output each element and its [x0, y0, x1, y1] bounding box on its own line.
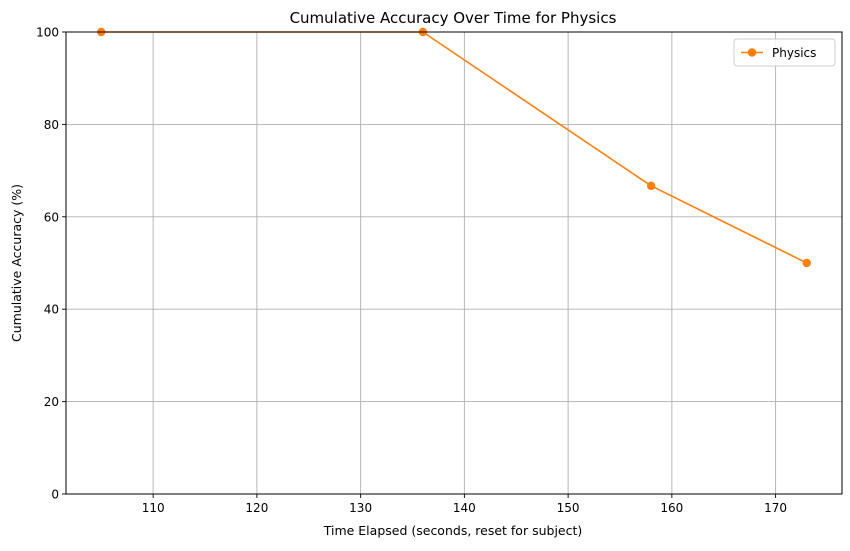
x-axis-label: Time Elapsed (seconds, reset for subject… — [323, 523, 583, 538]
x-tick-label: 120 — [245, 501, 268, 515]
y-tick-label: 60 — [44, 210, 59, 224]
y-tick-label: 0 — [51, 488, 59, 502]
legend-box — [733, 38, 836, 67]
x-tick-label: 130 — [349, 501, 372, 515]
legend: Physics — [733, 38, 836, 67]
series-line-physics — [101, 31, 808, 264]
x-tick-label: 110 — [142, 501, 165, 515]
grid-lines — [66, 31, 842, 495]
legend-label: Physics — [772, 46, 816, 60]
legend-marker — [747, 48, 757, 57]
chart-title: Cumulative Accuracy Over Time for Physic… — [290, 9, 617, 27]
x-tick-label: 160 — [660, 501, 683, 515]
y-tick-label: 80 — [44, 118, 59, 132]
x-tick-label: 140 — [453, 501, 476, 515]
data-point — [802, 258, 811, 268]
plot-frame — [65, 31, 843, 495]
y-tick-label: 40 — [44, 303, 59, 317]
y-tick-label: 100 — [36, 26, 59, 40]
axis-ticks: 110 120 130 140 150 160 170 0 20 40 60 80 100 — [36, 26, 787, 516]
y-tick-label: 20 — [44, 395, 59, 409]
y-axis-label: Cumulative Accuracy (%) — [9, 184, 24, 342]
data-point — [646, 181, 656, 191]
x-tick-label: 150 — [557, 501, 580, 515]
series-layer — [97, 27, 811, 268]
x-tick-label: 170 — [764, 501, 787, 515]
